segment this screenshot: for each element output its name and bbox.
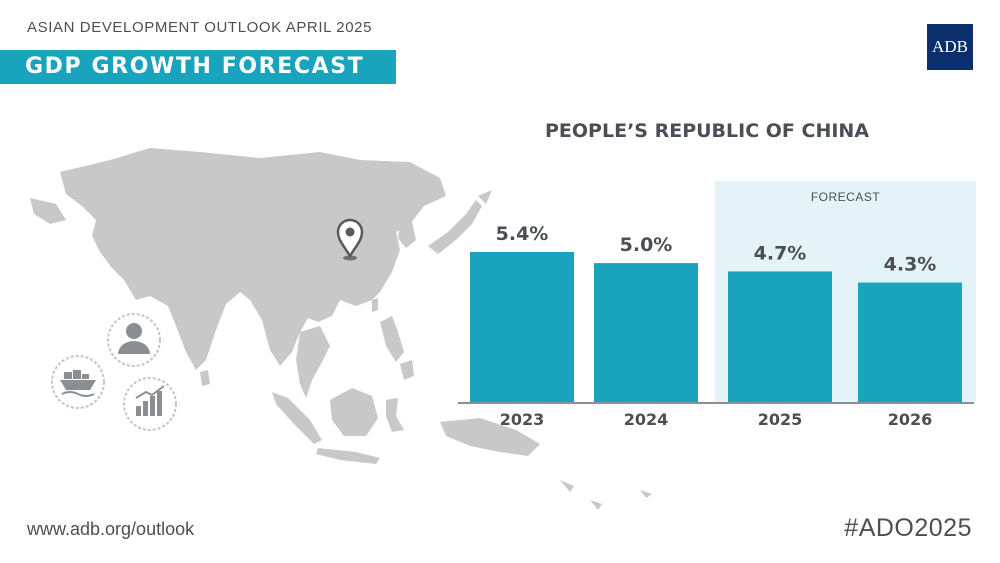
adb-logo: ADB xyxy=(927,24,973,70)
footer-hashtag: #ADO2025 xyxy=(844,514,972,542)
map-pin-icon xyxy=(336,218,364,261)
bar xyxy=(594,263,698,402)
x-tick-label: 2024 xyxy=(624,410,669,429)
bar xyxy=(728,271,832,402)
title-bar: GDP GROWTH FORECAST xyxy=(0,50,396,84)
page-title: GDP GROWTH FORECAST xyxy=(25,54,365,79)
map-landmass xyxy=(30,148,652,510)
chart-title: PEOPLE’S REPUBLIC OF CHINA xyxy=(545,120,870,142)
person-icon xyxy=(107,313,161,367)
footer-url[interactable]: www.adb.org/outlook xyxy=(27,519,195,539)
x-tick-label: 2026 xyxy=(888,410,933,429)
forecast-label: FORECAST xyxy=(811,190,881,204)
x-tick-label: 2023 xyxy=(500,410,545,429)
ship-icon xyxy=(51,355,105,409)
data-label: 5.0% xyxy=(620,234,673,256)
data-label: 5.4% xyxy=(496,223,549,245)
supertitle: ASIAN DEVELOPMENT OUTLOOK APRIL 2025 xyxy=(27,19,373,36)
growth-chart-icon xyxy=(123,377,177,431)
data-label: 4.7% xyxy=(754,242,807,264)
x-tick-label: 2025 xyxy=(758,410,803,429)
asia-map xyxy=(30,148,652,510)
bar xyxy=(470,252,574,402)
bar xyxy=(858,282,962,402)
data-label: 4.3% xyxy=(884,254,937,276)
